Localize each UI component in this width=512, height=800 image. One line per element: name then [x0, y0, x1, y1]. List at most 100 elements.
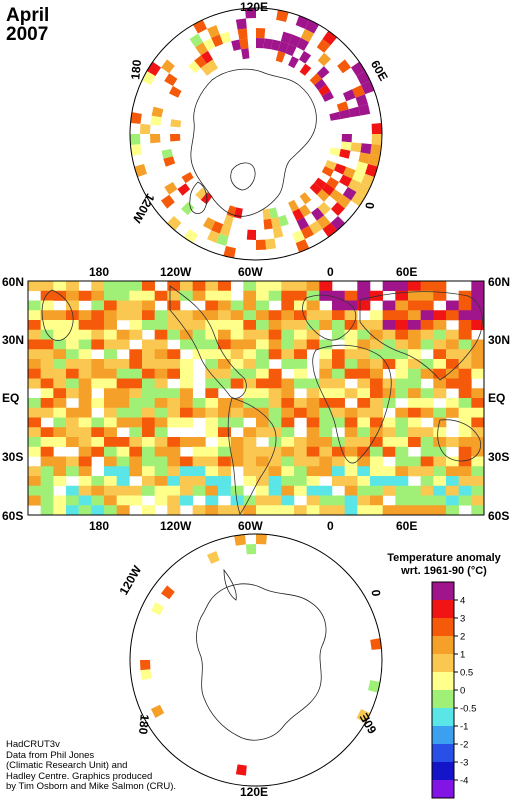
anomaly-cell — [192, 485, 206, 496]
anomaly-cell — [395, 359, 409, 370]
polar-anomaly-cell — [358, 104, 371, 116]
anomaly-cell — [370, 310, 383, 321]
anomaly-cell — [420, 398, 434, 409]
legend-swatch — [432, 672, 454, 691]
anomaly-cell — [53, 339, 67, 350]
anomaly-cell — [471, 281, 485, 292]
anomaly-cell — [433, 329, 447, 340]
anomaly-cell — [243, 329, 257, 340]
anomaly-cell — [294, 398, 307, 409]
anomaly-cell — [116, 476, 130, 487]
polar-anomaly-cell — [169, 86, 182, 98]
anomaly-cell — [40, 290, 54, 301]
anomaly-cell — [433, 290, 447, 301]
anomaly-cell — [281, 281, 295, 292]
eq-bottom-lon-1: 120W — [160, 519, 192, 533]
anomaly-cell — [180, 339, 193, 350]
polar-anomaly-cell — [299, 50, 312, 64]
anomaly-cell — [180, 359, 193, 370]
anomaly-cell — [116, 310, 130, 321]
polar-anomaly-cell — [161, 148, 173, 159]
polar-anomaly-cell — [317, 201, 331, 216]
anomaly-cell — [395, 290, 409, 301]
legend-swatch — [432, 744, 454, 763]
anomaly-cell — [357, 407, 371, 418]
sp-label-0: 120W — [116, 563, 144, 598]
anomaly-cell — [167, 310, 181, 321]
anomaly-cell — [40, 378, 54, 389]
eq-bottom-lon-3: 0 — [327, 519, 334, 533]
anomaly-cell — [66, 485, 79, 496]
anomaly-cell — [142, 310, 155, 321]
anomaly-cell — [471, 437, 485, 448]
polar-anomaly-cell — [183, 229, 198, 244]
anomaly-cell — [471, 290, 485, 301]
anomaly-cell — [458, 417, 472, 428]
anomaly-cell — [205, 446, 219, 457]
credits-line-4: by Tim Osborn and Mike Salmon (CRU). — [6, 781, 176, 792]
anomaly-cell — [281, 407, 295, 418]
polar-anomaly-cell — [177, 183, 191, 196]
anomaly-cell — [306, 398, 320, 409]
eq-bottom-lon-2: 60W — [238, 519, 263, 533]
anomaly-cell — [40, 310, 54, 321]
anomaly-cell — [116, 466, 130, 477]
anomaly-cell — [471, 368, 485, 379]
legend-tick-label: -0.5 — [460, 704, 476, 715]
anomaly-cell — [256, 388, 269, 399]
credits-line-1: Data from Phil Jones — [6, 749, 95, 761]
anomaly-cell — [243, 466, 257, 477]
anomaly-cell — [78, 466, 92, 477]
anomaly-cell — [78, 505, 92, 516]
anomaly-cell — [306, 427, 320, 438]
polar-anomaly-cell — [262, 208, 271, 220]
anomaly-cell — [91, 368, 105, 379]
anomaly-cell — [256, 368, 269, 379]
anomaly-cell — [306, 281, 320, 292]
anomaly-cell — [142, 485, 155, 496]
anomaly-cell — [458, 320, 472, 331]
polar-anomaly-cell — [336, 101, 349, 112]
anomaly-cell — [370, 417, 383, 428]
anomaly-cell — [319, 505, 333, 516]
anomaly-cell — [294, 349, 307, 360]
polar-anomaly-cell — [358, 152, 371, 164]
credits-line-0: HadCRUT3v — [6, 739, 60, 750]
anomaly-cell — [28, 349, 41, 360]
anomaly-cell — [142, 281, 155, 292]
polar-anomaly-cell — [352, 85, 365, 98]
eq-bottom-lon-0: 180 — [89, 519, 109, 533]
anomaly-cell — [66, 339, 79, 350]
anomaly-cell — [332, 378, 345, 389]
anomaly-cell — [306, 310, 320, 321]
anomaly-cell — [281, 300, 295, 311]
anomaly-cell — [180, 378, 193, 389]
anomaly-cell — [66, 388, 79, 399]
anomaly-cell — [53, 290, 67, 301]
polar-anomaly-cell — [219, 224, 232, 237]
anomaly-cell — [306, 466, 320, 477]
anomaly-cell — [294, 505, 307, 516]
anomaly-cell — [205, 339, 219, 350]
anomaly-cell — [433, 456, 447, 467]
polar-anomaly-cell — [333, 163, 347, 175]
anomaly-cell — [332, 466, 345, 477]
anomaly-cell — [167, 417, 181, 428]
polar-anomaly-cell — [150, 602, 165, 616]
anomaly-cell — [471, 446, 485, 457]
anomaly-cell — [91, 485, 105, 496]
anomaly-cell — [104, 485, 117, 496]
anomaly-cell — [167, 368, 181, 379]
legend-ticks: 4 3 2 1 0.5 0 -0.5 -1 -2 -3 -4 — [454, 596, 476, 787]
anomaly-cell — [294, 378, 307, 389]
polar-anomaly-cell — [161, 585, 175, 600]
anomaly-cell — [344, 485, 358, 496]
anomaly-cell — [319, 456, 333, 467]
legend-title-line2: wrt. 1961-90 (°C) — [401, 565, 487, 577]
anomaly-cell — [319, 466, 333, 477]
anomaly-cell — [167, 349, 181, 360]
anomaly-cell — [332, 300, 345, 311]
anomaly-cell — [319, 339, 333, 350]
polar-anomaly-cell — [130, 112, 142, 124]
anomaly-cell — [129, 388, 143, 399]
